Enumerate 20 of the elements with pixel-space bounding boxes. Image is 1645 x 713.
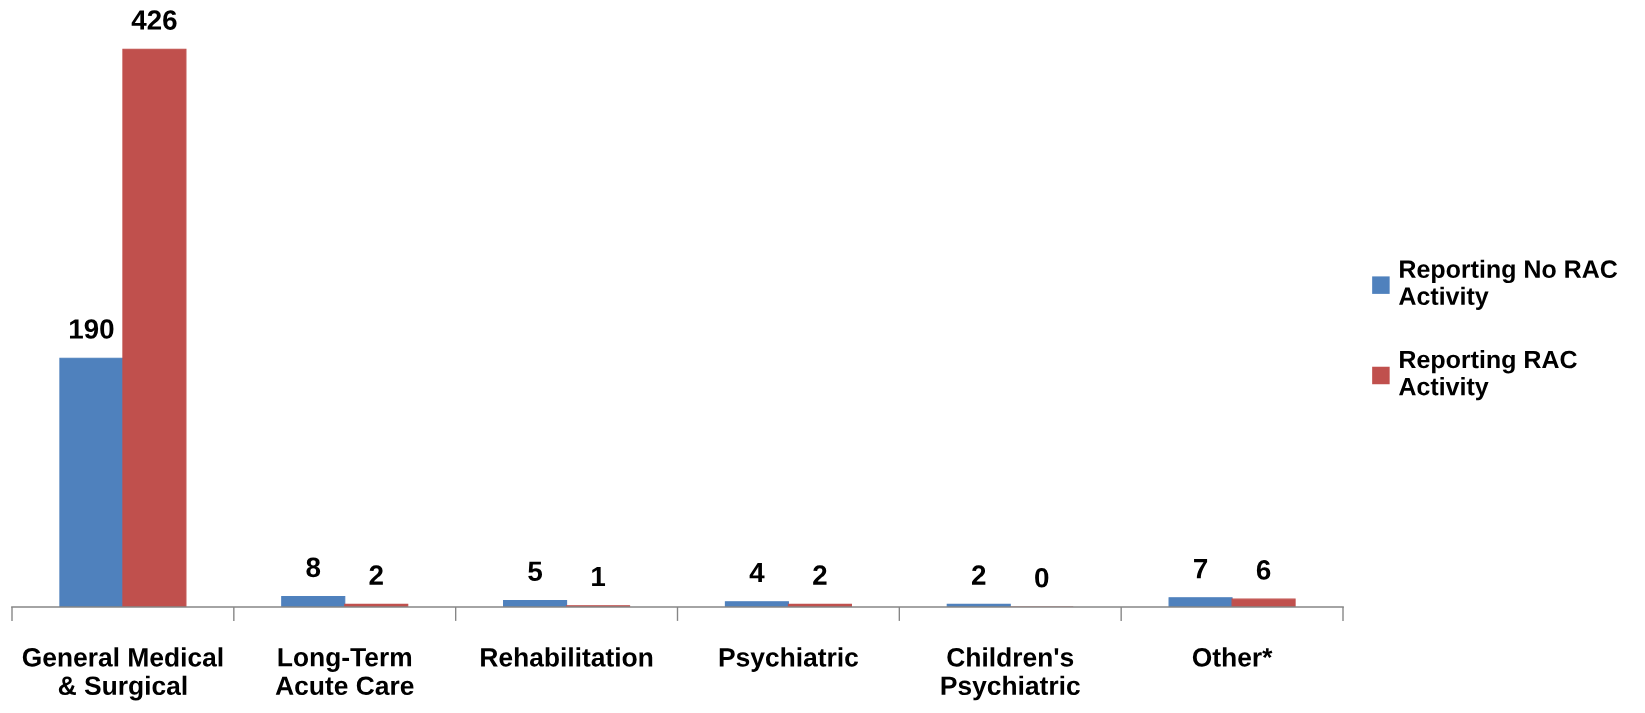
data-label: 2 [971, 565, 986, 585]
data-label: 4 [749, 563, 765, 583]
legend-label: Reporting RAC Activity [1399, 350, 1577, 401]
data-label: 5 [528, 561, 543, 582]
data-label: 1 [592, 566, 606, 587]
x-tick-label: General Medical & Surgical [22, 647, 223, 701]
x-tick-label: Long-Term Acute Care [275, 648, 414, 696]
data-label: 6 [1256, 560, 1271, 580]
x-tick-label: Rehabilitation [481, 647, 653, 667]
data-label: 0 [1035, 567, 1049, 588]
data-label: 7 [1194, 559, 1208, 579]
x-tick-label: Psychiatric [719, 647, 859, 672]
x-tick-label: Other* [1192, 647, 1273, 667]
data-label: 426 [131, 10, 177, 30]
legend-label: Reporting No RAC Activity [1399, 259, 1618, 311]
data-label: 8 [306, 557, 321, 578]
x-tick-label: Children's Psychiatric [941, 647, 1080, 701]
data-label: 2 [369, 565, 383, 585]
data-label: 2 [813, 565, 827, 585]
data-label: 190 [69, 319, 114, 339]
